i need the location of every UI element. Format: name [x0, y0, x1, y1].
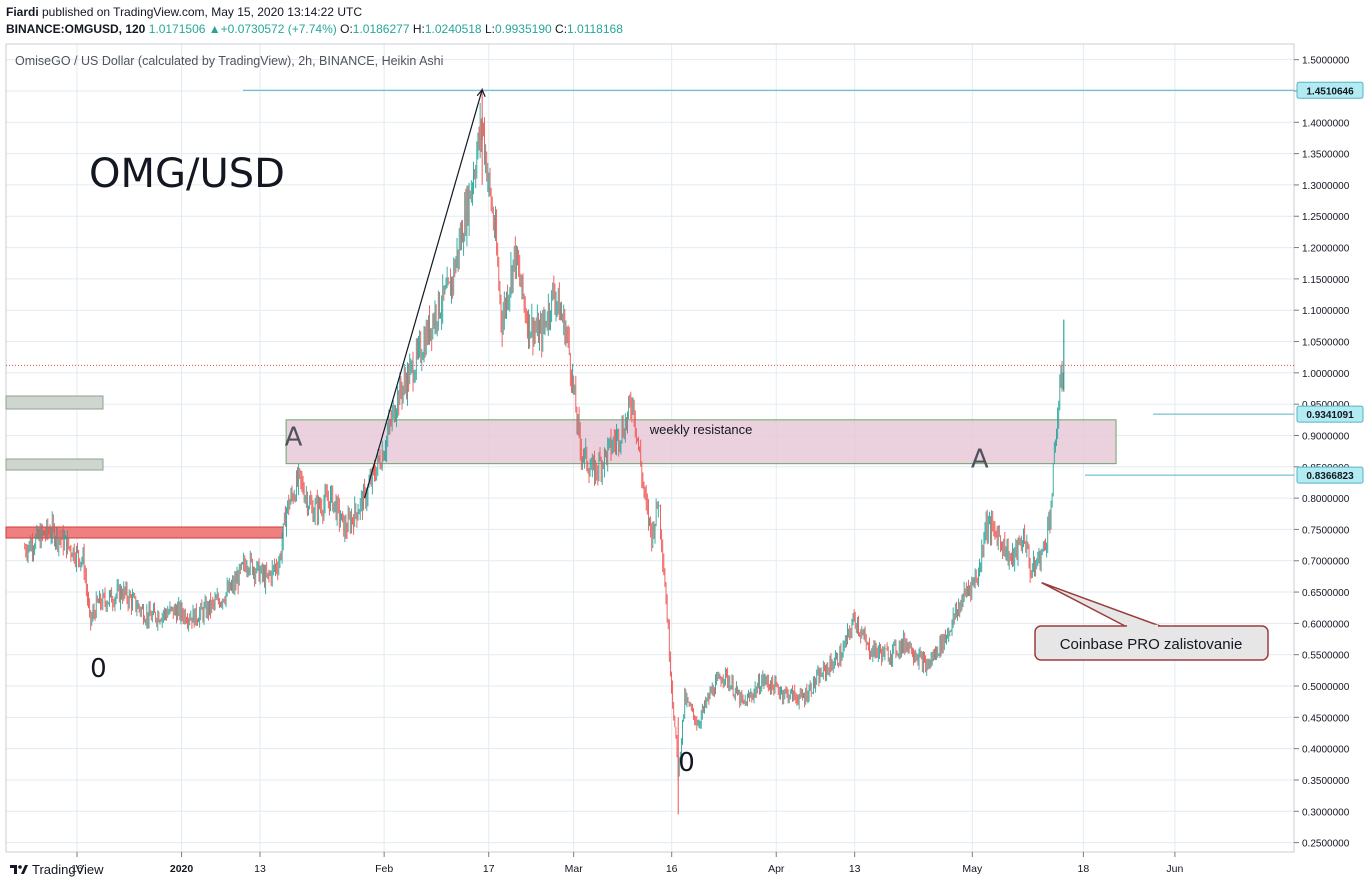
price-axis: 1.50000001.45000001.40000001.35000001.30… — [1294, 56, 1364, 850]
y-tick-label: 0.5500000 — [1302, 651, 1350, 662]
y-tick-label: 0.3500000 — [1302, 776, 1350, 787]
time-axis: 16 2020 13 Feb 17 Mar 16 Apr 13 May 18 Jun — [71, 852, 1184, 875]
y-tick-label: 1.3500000 — [1302, 150, 1350, 161]
y-tick-label: 1.4000000 — [1302, 118, 1350, 129]
y-tick-label: 0.9000000 — [1302, 431, 1350, 442]
x-tick-label: 13 — [849, 863, 861, 875]
weekly-resistance-zone: weekly resistance — [285, 419, 1117, 465]
low-value: 0.9935190 — [494, 22, 552, 36]
y-tick-label: 0.3000000 — [1302, 807, 1350, 818]
close-value: 1.0118168 — [567, 22, 623, 36]
high-value: 1.0240518 — [424, 22, 482, 36]
y-tick-label: 0.6500000 — [1302, 588, 1350, 599]
y-tick-label: 1.0000000 — [1302, 369, 1350, 380]
last-price: 1.0171506 — [148, 22, 206, 36]
y-tick-label: 0.7500000 — [1302, 525, 1350, 536]
brand-name: TradingView — [32, 862, 104, 877]
wave-label-zero: 0 — [678, 748, 695, 778]
y-tick-label: 1.3000000 — [1302, 181, 1350, 192]
x-tick-label: 18 — [1078, 863, 1090, 875]
zone-rect — [285, 419, 1117, 465]
callout-pointer — [1041, 581, 1161, 627]
y-tick-label: 1.1000000 — [1302, 306, 1350, 317]
x-tick-label: 2020 — [170, 863, 194, 875]
x-tick-label: 16 — [71, 863, 83, 875]
high-label: H: — [412, 22, 425, 36]
x-tick-label: Feb — [375, 863, 393, 875]
level-tag-label: 0.9341091 — [1306, 410, 1354, 421]
level-tag — [1296, 466, 1364, 484]
wave-label-a: A — [285, 422, 303, 452]
x-tick-label: 17 — [483, 863, 495, 875]
y-tick-label: 0.4500000 — [1302, 713, 1350, 724]
level-tag — [1296, 81, 1364, 99]
x-tick-label: 13 — [254, 863, 266, 875]
wave-label-a: A — [971, 444, 989, 474]
y-tick-label: 1.2500000 — [1302, 212, 1350, 223]
y-tick-label: 0.2500000 — [1302, 839, 1350, 850]
x-tick-label: May — [962, 863, 983, 875]
publish-line: Fiardi published on TradingView.com, May… — [6, 5, 362, 19]
publish-text: published on TradingView.com, May 15, 20… — [38, 5, 362, 19]
change-value: +0.0730572 (+7.74%) — [220, 22, 337, 36]
y-tick-label: 1.2000000 — [1302, 244, 1350, 255]
author-name[interactable]: Fiardi — [6, 5, 39, 19]
footer-brand[interactable]: TradingView — [10, 862, 104, 877]
trend-arrow — [363, 89, 483, 499]
symbol-label: BINANCE:OMGUSD, 120 — [6, 22, 146, 36]
open-value: 1.0186277 — [352, 22, 410, 36]
open-label: O: — [340, 22, 353, 36]
candles — [24, 87, 1065, 815]
y-tick-label: 1.0500000 — [1302, 338, 1350, 349]
chart-title: OmiseGO / US Dollar (calculated by Tradi… — [15, 54, 443, 68]
close-label: C: — [555, 22, 568, 36]
y-tick-label: 0.4000000 — [1302, 745, 1350, 756]
y-tick-label: 0.8000000 — [1302, 494, 1350, 505]
low-label: L: — [484, 22, 495, 36]
y-tick-label: 0.5000000 — [1302, 682, 1350, 693]
plot-frame — [5, 43, 1295, 853]
horizontal-levels — [6, 89, 1294, 476]
x-tick-label: 16 — [666, 863, 678, 875]
change-arrow-icon: ▲ — [208, 22, 221, 36]
x-tick-label: Jun — [1166, 863, 1183, 875]
left-box-1 — [5, 395, 104, 410]
tradingview-logo-icon — [10, 865, 28, 874]
x-tick-label: Mar — [565, 863, 584, 875]
x-tick-label: Apr — [768, 863, 785, 875]
y-tick-label: 0.7000000 — [1302, 557, 1350, 568]
y-tick-label: 1.1500000 — [1302, 275, 1350, 286]
callout-label: Coinbase PRO zalistovanie — [1060, 636, 1243, 653]
y-tick-label: 1.5000000 — [1302, 56, 1350, 67]
y-tick-label: 0.6000000 — [1302, 619, 1350, 630]
zone-label: weekly resistance — [649, 422, 753, 437]
overlay-title: OMG/USD — [89, 151, 285, 197]
level-tag — [1296, 405, 1364, 423]
left-box-2 — [5, 458, 104, 471]
annotations: A A 0 0 Coinbase PRO zalistovanie — [90, 88, 1269, 778]
trend-arrow-head — [476, 88, 486, 97]
level-tag-label: 0.8366823 — [1306, 471, 1354, 482]
level-tag-label: 1.4510646 — [1306, 86, 1354, 97]
ohlc-line: BINANCE:OMGUSD, 120 1.0171506 ▲+0.073057… — [6, 22, 623, 36]
wave-label-zero: 0 — [90, 654, 107, 684]
